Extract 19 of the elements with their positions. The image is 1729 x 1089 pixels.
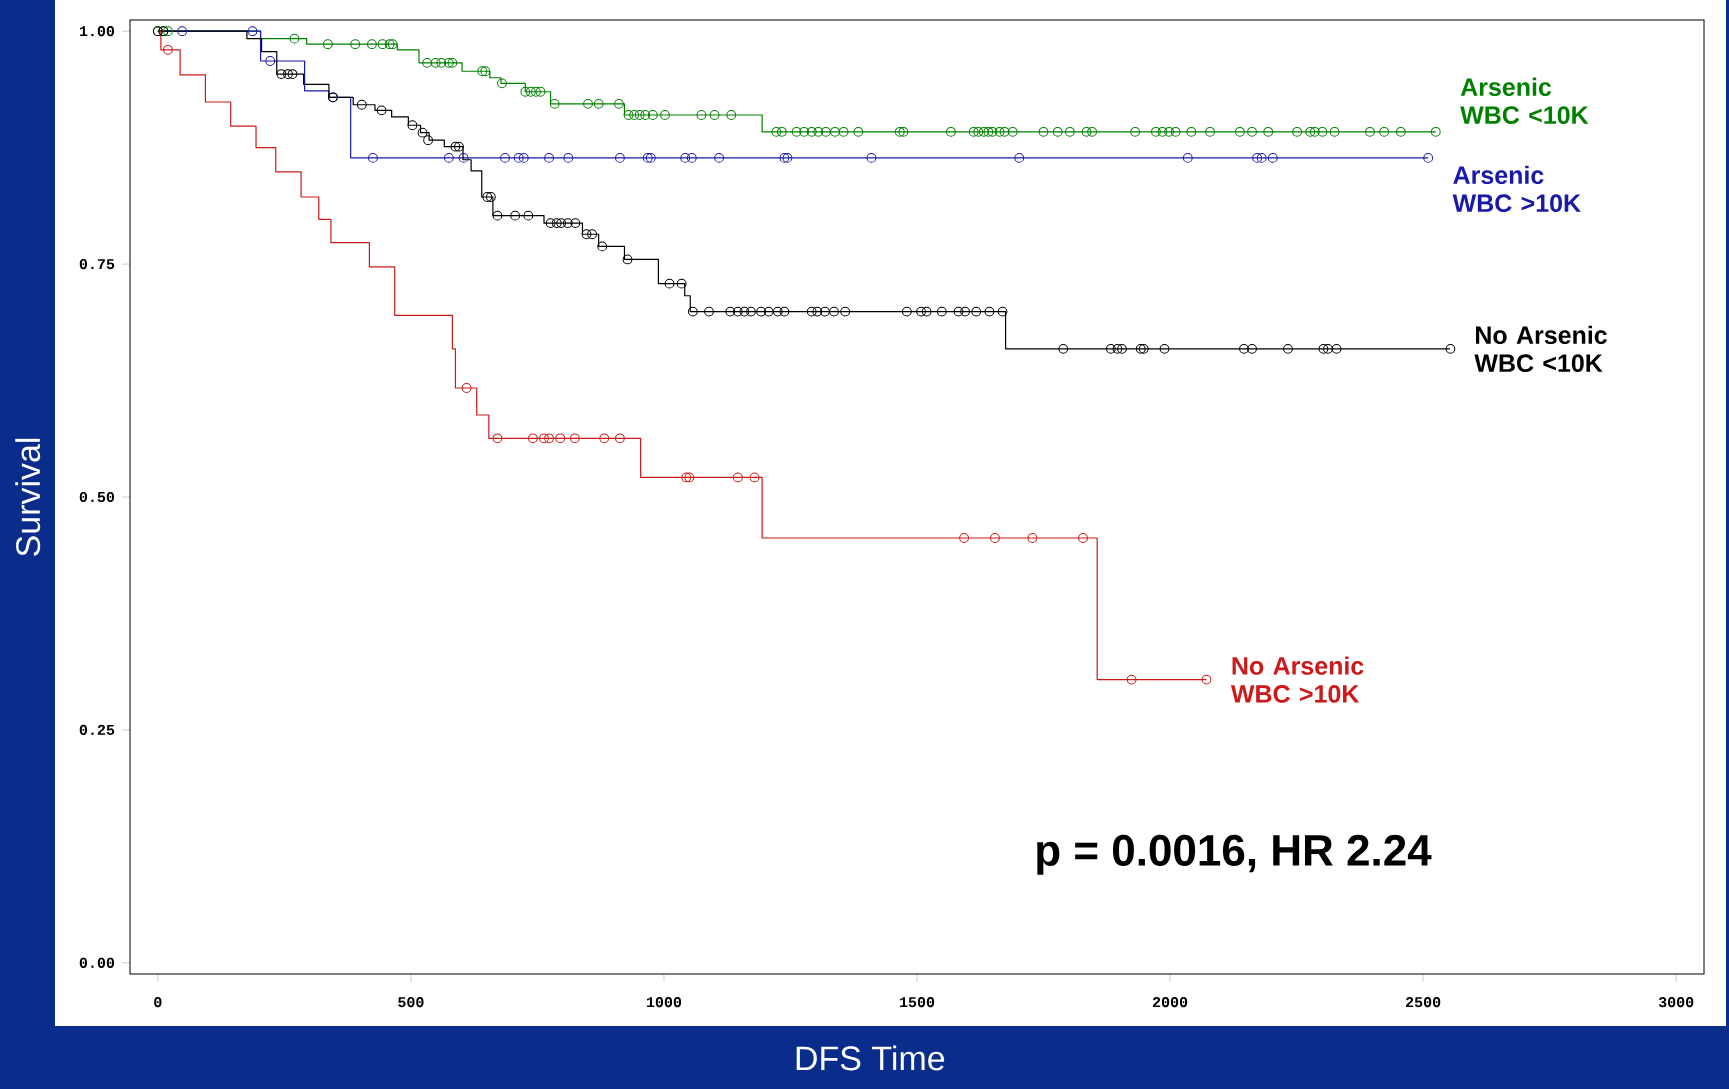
series-label: Arsenic WBC >10K bbox=[1452, 165, 1581, 213]
annotation: p = 0.0016, HR 2.24 bbox=[1037, 834, 1432, 875]
y-tick-label: 0.25 bbox=[79, 724, 115, 736]
x-tick-label: 2000 bbox=[1152, 997, 1188, 1008]
y-tick-label: 0.00 bbox=[79, 957, 115, 968]
y-tick-label: 0.75 bbox=[79, 258, 115, 270]
x-tick-label: 2500 bbox=[1406, 997, 1441, 1008]
series-label: No Arsenic WBC >10K bbox=[1230, 656, 1364, 703]
x-axis-title: DFS Time bbox=[796, 1045, 945, 1071]
y-tick-label: 1.00 bbox=[79, 26, 115, 37]
y-tick-label: 0.50 bbox=[79, 491, 115, 503]
x-tick-label: 1000 bbox=[646, 997, 682, 1008]
series-label: No Arsenic WBC <10K bbox=[1474, 325, 1607, 373]
x-tick-label: 3000 bbox=[1658, 997, 1694, 1008]
x-tick-label: 0 bbox=[154, 997, 162, 1008]
y-axis-title: Survival bbox=[15, 438, 41, 556]
x-tick-label: 500 bbox=[398, 997, 424, 1008]
x-tick-label: 1500 bbox=[900, 997, 935, 1008]
series-label: Arsenic WBC <10K bbox=[1460, 77, 1589, 124]
